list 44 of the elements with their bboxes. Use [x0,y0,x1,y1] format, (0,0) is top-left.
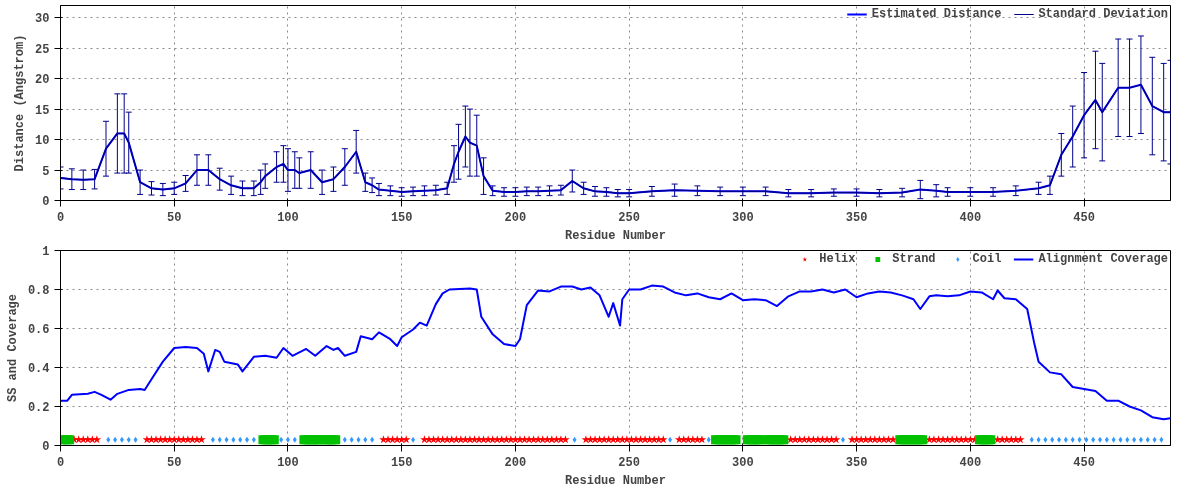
y-tick-label: 15 [35,103,50,118]
y-axis-title: Distance (Angstrom) [13,34,28,172]
y-tick-label: 0.6 [27,323,50,337]
x-tick-label: 100 [277,455,299,470]
x-tick-label: 150 [390,210,413,225]
y-tick-label: 0.4 [27,362,50,376]
legend-label: Strand [892,252,936,266]
line-series [60,284,1171,421]
x-tick-label: 200 [504,455,527,470]
y-tick-label: 5 [42,164,50,179]
x-tick-label: 0 [56,210,65,225]
y-tick-label: 1 [42,245,50,259]
x-tick-label: 0 [56,455,65,470]
y-tick-label: 0.2 [27,401,50,415]
y-tick-label: 0.8 [27,284,50,298]
legend-label: Estimated Distance [871,7,1002,21]
legend-label: Standard Deviation [1038,7,1168,21]
x-tick-label: 450 [1073,455,1095,470]
x-tick-label: 300 [732,455,754,470]
x-tick-label: 450 [1073,210,1095,225]
x-tick-label: 100 [277,210,299,225]
x-tick-label: 400 [959,455,982,470]
x-tick-label: 250 [618,210,640,225]
x-tick-label: 400 [959,210,982,225]
legend-label: Helix [819,252,856,266]
x-axis-title: Residue Number [565,228,666,243]
y-tick-label: 0 [42,440,50,454]
legend-label: Coil [972,252,1002,266]
y-tick-label: 0 [42,195,50,209]
y-tick-label: 10 [35,134,50,149]
legend-label: Alignment Coverage [1038,252,1168,266]
x-tick-label: 300 [732,210,754,225]
y-tick-label: 20 [35,73,50,88]
x-tick-label: 200 [504,210,527,225]
x-axis-title: Residue Number [565,473,666,488]
x-tick-label: 350 [845,455,868,470]
y-tick-label: 30 [35,12,50,27]
x-tick-label: 150 [390,455,413,470]
x-tick-label: 350 [845,210,868,225]
y-tick-label: 25 [35,42,50,57]
x-tick-label: 50 [167,210,182,225]
x-tick-label: 250 [618,455,640,470]
x-tick-label: 50 [167,455,182,470]
y-axis-title: SS and Coverage [5,293,20,403]
